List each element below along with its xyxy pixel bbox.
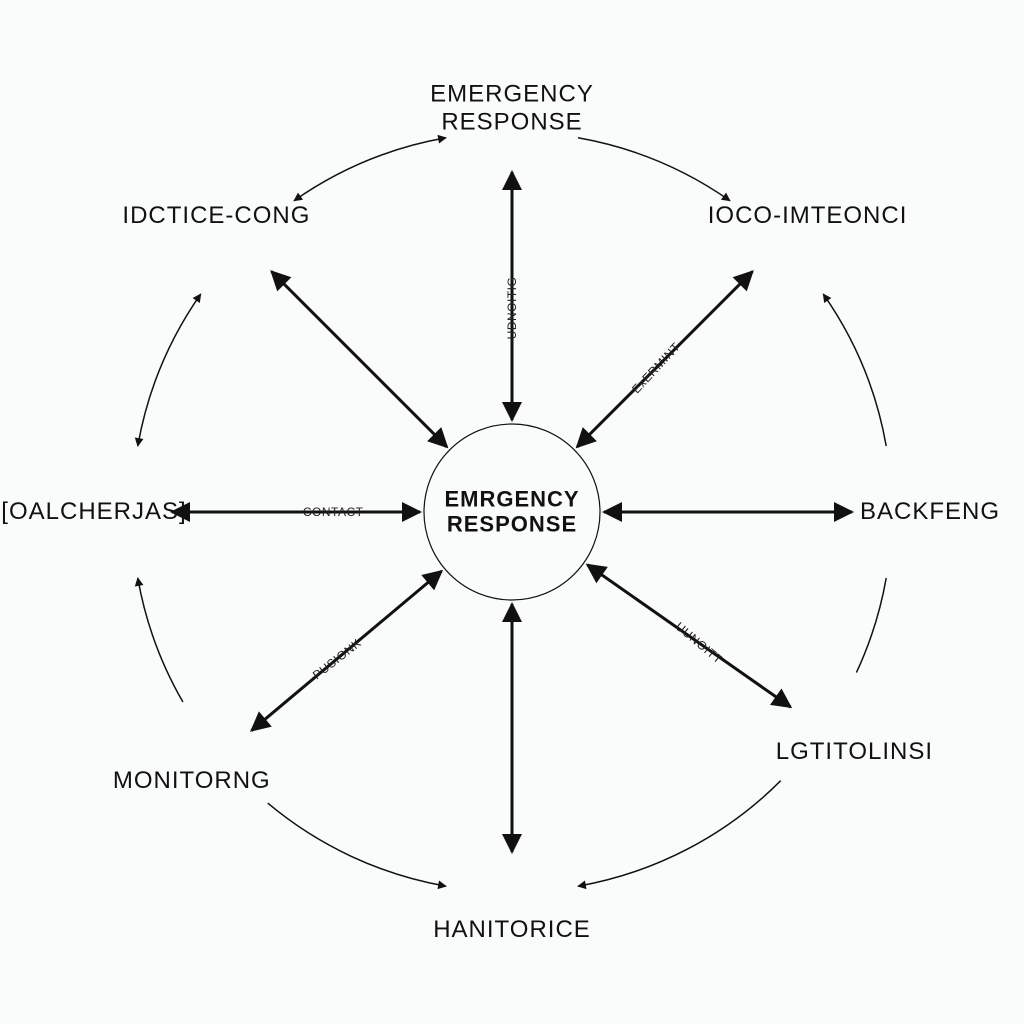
ring-arc (578, 781, 781, 887)
ring-arc (138, 294, 201, 446)
ring-arc (578, 138, 730, 201)
ring-arc (268, 803, 446, 886)
node-label-top: EMERGENCY RESPONSE (402, 80, 622, 135)
ring-arc (823, 294, 886, 446)
node-label: MONITORNG (113, 767, 271, 795)
title-line2: RESPONSE (441, 108, 582, 135)
node-label: IOCO-IMTEONCI (708, 203, 908, 231)
spoke (272, 272, 447, 447)
radial-diagram: EMERGENCY RESPONSE IOCO-IMTEONCI BACKFENG… (0, 0, 1024, 1024)
spoke-label: UDNOITIG (505, 277, 519, 340)
node-label: BACKFENG (860, 498, 1000, 526)
title-line1: EMERGENCY (430, 80, 594, 107)
center-line2: RESPONSE (447, 512, 577, 537)
node-label: IDCTICE-CONG (122, 203, 310, 231)
center-node-label: EMRGENCY RESPONSE (444, 487, 579, 538)
ring-arc (138, 578, 183, 702)
node-label: [OALCHERJAS] (1, 498, 186, 526)
spoke-label: CONTACT (303, 505, 364, 519)
node-label: LGTITOLINSI (776, 738, 933, 766)
center-line1: EMRGENCY (444, 487, 579, 512)
node-label: HANITORICE (433, 916, 591, 944)
ring-arc (294, 138, 446, 201)
ring-arc (856, 578, 886, 673)
